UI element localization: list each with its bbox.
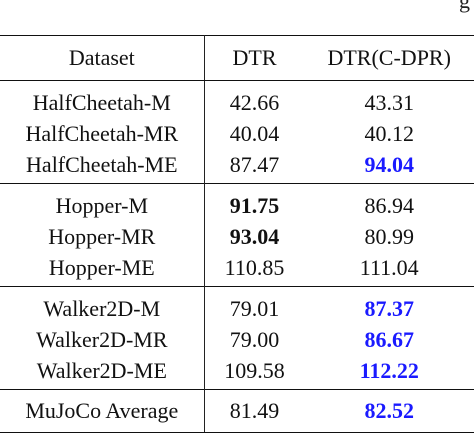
header-dtr-cdpr: DTR(C-DPR) [304,35,474,81]
dtr-cell: 40.04 [229,121,280,146]
cdpr-cell: 80.99 [364,224,414,249]
cdpr-cell: 87.37 [304,286,474,324]
average-cdpr: 82.52 [304,389,474,433]
cdpr-cell: 86.94 [304,183,474,221]
table-row: Walker2D-M 79.01 87.37 [0,286,474,324]
table-row: HalfCheetah-M 42.66 43.31 [0,80,474,118]
cdpr-cell: 112.22 [359,358,419,383]
header-dataset: Dataset [0,35,205,81]
table-row: Hopper-ME 110.85 111.04 [0,252,474,287]
dataset-cell: Walker2D-M [0,286,205,324]
dataset-cell: Hopper-ME [0,252,205,287]
dataset-cell: Walker2D-ME [0,355,205,390]
dtr-cell: 109.58 [224,358,285,383]
dataset-cell: HalfCheetah-ME [0,149,205,184]
caption-fragment: g [459,0,470,13]
dataset-cell: HalfCheetah-M [0,80,205,118]
dtr-cell: 42.66 [229,90,280,115]
table-row: HalfCheetah-ME 87.47 94.04 [0,149,474,184]
dtr-cell: 79.01 [204,286,305,324]
cdpr-cell: 40.12 [364,121,414,146]
results-table: Dataset DTR DTR(C-DPR) HalfCheetah-M 42.… [0,35,474,433]
halfcheetah-group: HalfCheetah-M 42.66 43.31 HalfCheetah-MR… [0,80,474,184]
hopper-group: Hopper-M 91.75 86.94 Hopper-MR 93.04 80.… [0,183,474,287]
table-row: Hopper-MR 93.04 80.99 [0,221,474,252]
header-dtr: DTR [204,35,305,81]
average-group: MuJoCo Average 81.49 82.52 [0,389,474,433]
table-row: Hopper-M 91.75 86.94 [0,183,474,221]
dtr-cell: 91.75 [204,183,305,221]
walker2d-group: Walker2D-M 79.01 87.37 Walker2D-MR 79.00… [0,286,474,390]
table-row: Walker2D-ME 109.58 112.22 [0,355,474,390]
dataset-cell: Hopper-M [0,183,205,221]
cdpr-cell: 94.04 [364,152,414,177]
table-row: HalfCheetah-MR 40.04 40.12 [0,118,474,149]
average-row: MuJoCo Average 81.49 82.52 [0,389,474,433]
header-row: Dataset DTR DTR(C-DPR) [0,35,474,81]
cdpr-cell: 111.04 [359,255,419,280]
dataset-cell: Hopper-MR [0,221,205,252]
dataset-cell: HalfCheetah-MR [0,118,205,149]
table-row: Walker2D-MR 79.00 86.67 [0,324,474,355]
dtr-cell: 93.04 [229,224,280,249]
dtr-cell: 87.47 [229,152,280,177]
dtr-cell: 79.00 [229,327,280,352]
average-label: MuJoCo Average [0,389,205,433]
average-dtr: 81.49 [204,389,305,433]
cdpr-cell: 86.67 [364,327,414,352]
dtr-cell: 110.85 [224,255,285,280]
cdpr-cell: 43.31 [364,90,414,115]
dataset-cell: Walker2D-MR [0,324,205,355]
